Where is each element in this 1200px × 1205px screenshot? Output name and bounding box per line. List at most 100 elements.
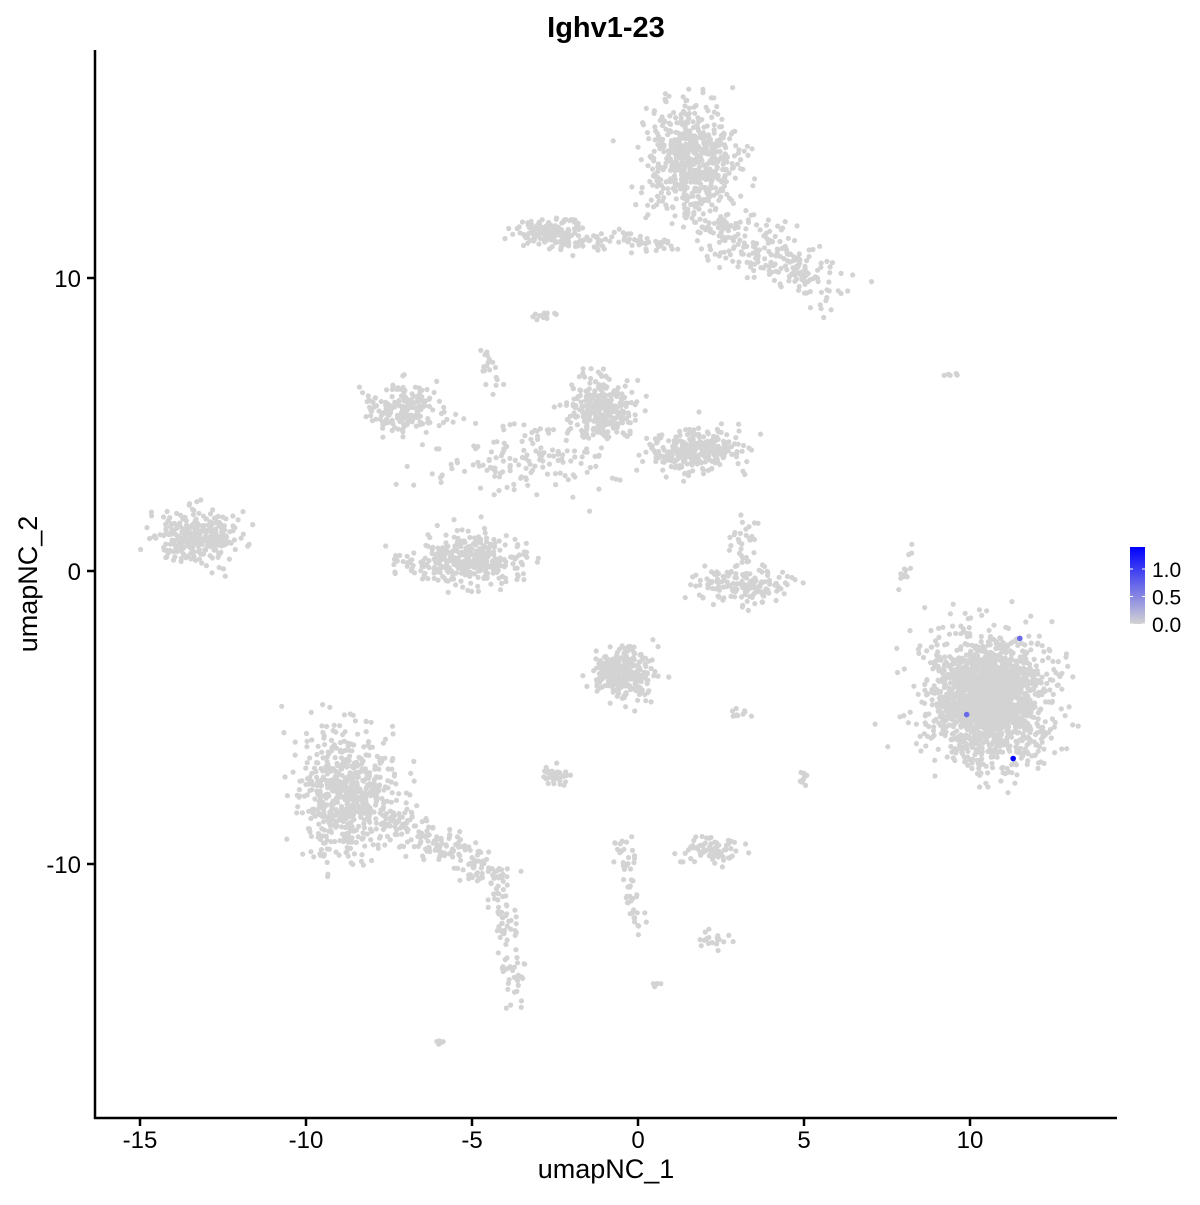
cell-point (657, 138, 663, 144)
cell-point (591, 406, 597, 413)
cell-point (1024, 734, 1030, 740)
cell-point (935, 746, 941, 752)
cell-point (748, 264, 754, 270)
cell-point (580, 370, 586, 376)
cell-point (183, 533, 189, 539)
cell-point (739, 448, 745, 454)
cell-point (707, 167, 713, 173)
cell-point (501, 556, 507, 563)
cell-point (465, 528, 471, 534)
cell-point (485, 570, 491, 576)
cell-point (464, 566, 470, 572)
cell-point (718, 194, 724, 200)
cell-point (577, 387, 583, 393)
cell-point (544, 236, 550, 242)
cell-point (731, 245, 737, 251)
cell-point (454, 460, 460, 466)
cell-point (667, 128, 673, 134)
cell-point (711, 95, 717, 101)
cell-point (701, 434, 707, 440)
cell-point (723, 212, 730, 218)
cell-point (1024, 761, 1030, 768)
cell-point (230, 523, 236, 529)
cell-point (218, 549, 224, 555)
cell-point (240, 509, 246, 515)
cell-point (548, 226, 554, 233)
cell-point (514, 576, 520, 583)
cell-point (555, 457, 561, 463)
cell-point (950, 691, 956, 698)
cell-point (635, 697, 641, 703)
cell-point (418, 568, 424, 574)
cell-point (411, 550, 417, 556)
cell-point (571, 226, 578, 232)
cell-point (940, 700, 946, 706)
cell-point (700, 471, 707, 477)
cell-point (584, 234, 590, 240)
cell-point (619, 663, 626, 669)
cell-point (673, 196, 679, 202)
cell-point (680, 441, 686, 447)
cell-point (748, 212, 754, 218)
cell-point (632, 412, 638, 418)
cell-point (1023, 619, 1029, 625)
cell-point (400, 434, 406, 440)
cell-point (728, 570, 734, 576)
cell-point (960, 746, 966, 753)
cell-point (503, 533, 509, 539)
cell-point (713, 448, 719, 454)
cell-point (210, 507, 216, 513)
cell-point (744, 598, 750, 604)
cell-point (519, 438, 525, 444)
cell-point (1024, 683, 1030, 689)
cell-point (536, 241, 542, 247)
cell-point (1057, 673, 1063, 680)
cell-point (660, 467, 666, 473)
cell-point (743, 554, 750, 561)
cell-point (1051, 724, 1057, 730)
cell-point (782, 219, 788, 225)
cell-point (528, 436, 534, 442)
cell-point (529, 429, 535, 436)
cell-point (167, 547, 173, 554)
cell-point (563, 230, 569, 236)
cell-point (743, 226, 749, 232)
cell-point (599, 684, 605, 690)
cell-point (716, 142, 723, 148)
cell-point (754, 222, 760, 228)
cell-point (451, 534, 457, 540)
cell-point (1044, 671, 1050, 677)
cell-point (712, 170, 718, 176)
cell-point (719, 179, 725, 185)
cell-point (894, 645, 900, 652)
cell-point (473, 548, 479, 554)
cell-point (563, 402, 570, 408)
cell-point (958, 631, 964, 637)
cell-point (1036, 633, 1042, 639)
cell-point (643, 215, 649, 221)
cell-point (579, 427, 585, 433)
cell-point (687, 128, 693, 134)
cell-point (696, 119, 702, 125)
cell-point (590, 432, 596, 438)
cell-point (593, 463, 599, 469)
cell-point (761, 233, 767, 239)
cell-point (1070, 722, 1076, 728)
cell-point (691, 104, 697, 110)
cell-point (1013, 721, 1019, 727)
cell-point (736, 550, 743, 557)
cell-point (586, 435, 592, 441)
cell-point (724, 154, 731, 160)
cell-point (675, 246, 681, 252)
cell-point (534, 559, 541, 565)
cell-point (440, 548, 446, 554)
cell-point (421, 572, 427, 578)
cell-point (743, 208, 749, 214)
cell-point (987, 746, 993, 753)
cell-point (979, 612, 985, 619)
cell-point (455, 535, 461, 542)
cell-point (454, 563, 460, 569)
cell-point (481, 543, 487, 549)
cell-point (1048, 735, 1054, 741)
cell-point (391, 561, 397, 568)
